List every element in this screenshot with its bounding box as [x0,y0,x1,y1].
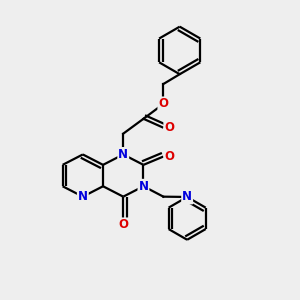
Text: O: O [158,98,168,110]
Text: O: O [164,150,174,163]
Text: O: O [164,121,174,134]
Text: O: O [118,218,128,231]
Text: N: N [78,190,88,203]
Text: N: N [139,180,148,193]
Text: N: N [118,148,128,161]
Text: N: N [182,190,192,203]
